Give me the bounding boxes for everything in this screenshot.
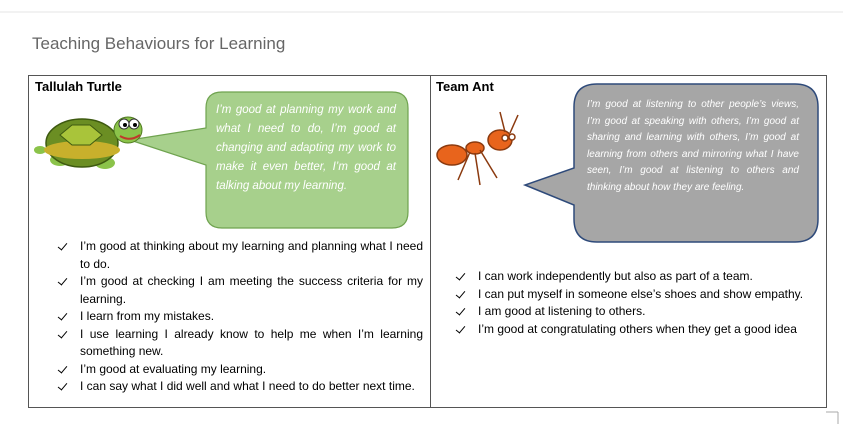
- bubble-text: I’m good at listening to other people’s …: [587, 99, 799, 193]
- column-heading: Tallulah Turtle: [35, 79, 122, 94]
- checklist-item: I am good at listening to others.: [456, 303, 818, 321]
- checklist-item: I can work independently but also as par…: [456, 268, 818, 286]
- ant-illustration: [436, 111, 519, 186]
- checklist-item: I’m good at checking I am meeting the su…: [58, 273, 423, 308]
- turtle-illustration: [34, 116, 143, 169]
- document-title: Teaching Behaviours for Learning: [32, 34, 286, 53]
- checklist-item: I can say what I did well and what I nee…: [58, 378, 423, 396]
- checklist-item: I learn from my mistakes.: [58, 308, 423, 326]
- checklist-item: I’m good at congratulating others when t…: [456, 321, 818, 339]
- checklist-item: I’m good at evaluating my learning.: [58, 361, 423, 379]
- checklist: I’m good at thinking about my learning a…: [58, 238, 423, 396]
- checklist-item: I use learning I already know to help me…: [58, 326, 423, 361]
- column-heading: Team Ant: [436, 79, 494, 94]
- table-border: [28, 75, 827, 408]
- checklist-item: I’m good at thinking about my learning a…: [58, 238, 423, 273]
- checklist-item: I can put myself in someone else’s shoes…: [456, 286, 818, 304]
- bubble-text: I’m good at planning my work and what I …: [216, 104, 396, 192]
- speech-bubble: [129, 91, 409, 229]
- speech-bubble: [522, 83, 819, 243]
- checklist: I can work independently but also as par…: [456, 268, 818, 338]
